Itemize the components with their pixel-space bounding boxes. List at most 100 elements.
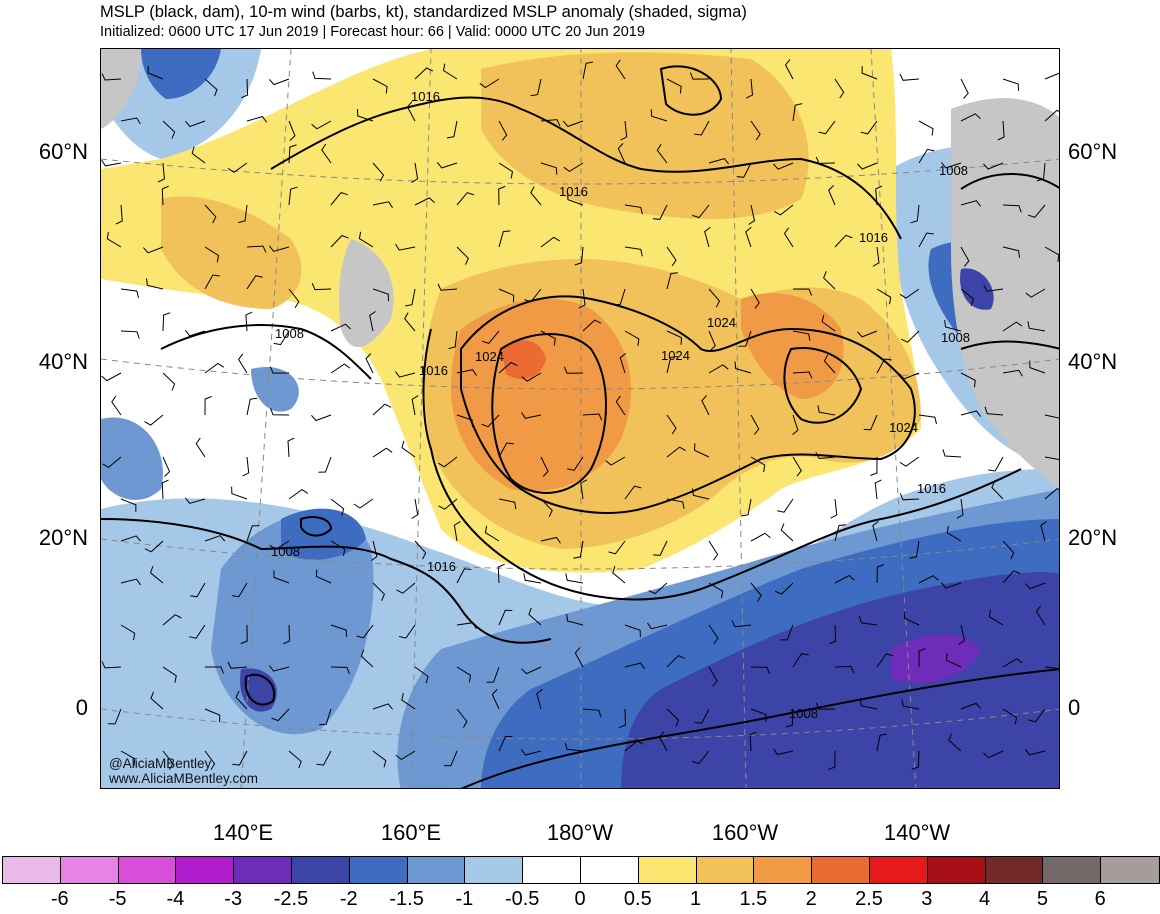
wind-barb <box>146 278 164 290</box>
wind-barb <box>650 109 668 122</box>
colorbar-box <box>118 857 177 883</box>
wind-barb <box>750 456 766 473</box>
wind-barb <box>605 456 626 466</box>
map-title: MSLP (black, dam), 10-m wind (barbs, kt)… <box>100 3 747 21</box>
wind-barb <box>734 361 752 374</box>
wind-barb <box>945 653 962 668</box>
wind-barb <box>958 624 966 645</box>
wind-barb <box>828 185 836 206</box>
wind-barb <box>1002 204 1022 213</box>
wind-barb <box>960 410 982 417</box>
wind-barb <box>356 108 374 122</box>
land-northwest <box>101 49 141 129</box>
anomaly-pos-alaska <box>481 52 809 219</box>
wind-barb <box>189 624 206 639</box>
wind-barb <box>960 246 970 267</box>
wind-barb <box>288 186 298 206</box>
isobar-label: 1016 <box>559 184 588 199</box>
wind-barb <box>411 498 419 519</box>
wind-barb <box>567 456 584 471</box>
wind-barb <box>111 395 122 416</box>
isobar-label: 1008 <box>275 326 304 341</box>
wind-barb <box>120 578 142 586</box>
isobar-label: 1016 <box>419 363 448 378</box>
anomaly-neg-core-east <box>621 572 1059 788</box>
wind-barb <box>562 120 584 127</box>
wind-barb <box>330 540 346 557</box>
wind-barb <box>666 356 678 374</box>
isobar-1024-inner-east <box>783 347 863 424</box>
wind-barb <box>242 456 250 477</box>
wind-barb <box>530 78 542 97</box>
isobars <box>101 65 1059 788</box>
wind-barb <box>899 456 920 467</box>
wind-barb <box>227 661 248 669</box>
colorbar-box <box>696 857 755 883</box>
wind-barb <box>106 231 122 248</box>
wind-barb <box>1002 708 1018 725</box>
colorbar-tick-label: -6 <box>50 888 69 910</box>
colorbar-box <box>638 857 697 883</box>
isobar-1024-inner-west <box>491 333 607 494</box>
wind-barb <box>414 197 435 206</box>
wind-barb <box>563 162 584 173</box>
wind-barb <box>395 750 416 761</box>
wind-barb <box>150 691 164 710</box>
wind-barb <box>161 185 169 206</box>
anomaly-pos-max <box>501 340 546 379</box>
wind-barb <box>1002 570 1021 584</box>
wind-barb <box>521 372 542 382</box>
colorbar-tick-label: -0.5 <box>504 888 540 910</box>
wind-barb <box>918 148 935 164</box>
wind-barb <box>456 622 477 630</box>
wind-barb <box>540 498 553 518</box>
isobar-label: 1016 <box>411 89 440 104</box>
wind-barb <box>612 565 626 584</box>
wind-barb <box>828 750 836 770</box>
wind-barb <box>353 498 374 509</box>
wind-barb <box>238 204 248 224</box>
isobar-label: 1024 <box>661 348 690 363</box>
wind-barb <box>498 498 517 510</box>
wind-barb <box>411 162 419 183</box>
wind-barb <box>498 609 513 626</box>
wind-barb <box>861 66 878 80</box>
colorbar-tick-label: 6 <box>1094 888 1106 910</box>
colorbar-tick-label: 2.5 <box>855 888 883 910</box>
wind-barb <box>521 666 542 675</box>
wind-barb <box>946 525 962 542</box>
wind-barb <box>372 447 393 458</box>
wind-barb <box>438 498 458 510</box>
wind-barb <box>185 120 206 128</box>
lon-label-180w: 180°W <box>546 820 614 845</box>
wind-barb <box>287 437 295 458</box>
wind-barb <box>1044 109 1059 122</box>
wind-barb <box>190 582 206 598</box>
wind-barb <box>245 311 253 332</box>
wind-barb <box>903 611 920 626</box>
colorbar-box <box>927 857 986 883</box>
wind-barb <box>817 405 836 416</box>
wind-barb <box>941 162 962 169</box>
colorbar-box <box>234 857 292 883</box>
wind-barb <box>162 312 171 332</box>
isobar-lowcenter-phil <box>244 673 276 706</box>
wind-barb <box>162 666 177 683</box>
wind-barb <box>101 73 122 81</box>
wind-barb <box>653 540 668 556</box>
wind-barb <box>859 615 878 626</box>
wind-barb <box>312 71 332 80</box>
wind-barb <box>536 689 543 710</box>
wind-barb <box>792 288 812 296</box>
wind-barb <box>1044 414 1059 419</box>
isobar-label: 1016 <box>859 230 888 245</box>
wind-barb <box>204 535 226 542</box>
wind-barb <box>358 231 374 248</box>
wind-barb <box>899 73 920 81</box>
wind-barb <box>666 246 677 267</box>
isobar-1016-north <box>270 96 902 240</box>
wind-barb <box>246 275 263 290</box>
wind-barb <box>834 78 845 99</box>
isobar-label: 1024 <box>889 420 918 435</box>
wind-barb <box>448 330 458 350</box>
